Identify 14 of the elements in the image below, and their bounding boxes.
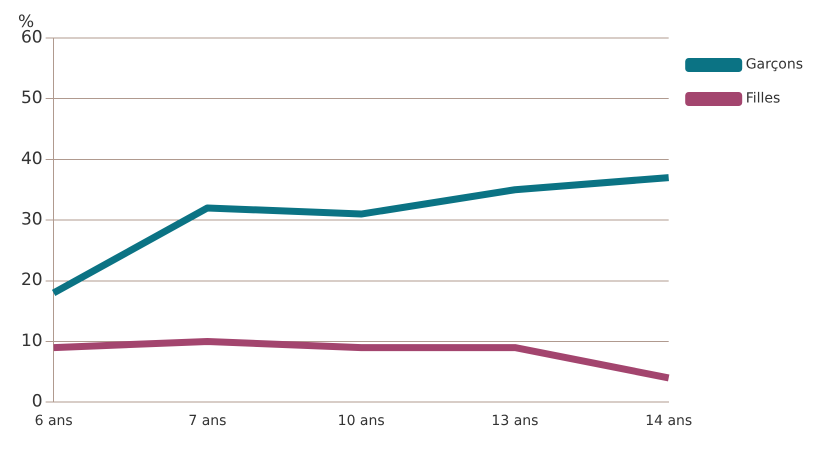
y-tick-label: 30	[20, 210, 43, 230]
y-tick-label: 10	[20, 330, 43, 351]
x-tick-label: 13 ans	[491, 413, 538, 430]
y-tick-label: 20	[20, 270, 43, 290]
legend-label: Filles	[746, 90, 780, 107]
y-tick-label: 60	[20, 27, 43, 48]
x-tick-label: 6 ans	[34, 413, 73, 430]
y-tick-label: 50	[20, 88, 43, 108]
x-tick-label: 10 ans	[338, 413, 385, 430]
x-tick-label: 14 ans	[645, 413, 692, 430]
y-tick-label: 0	[32, 392, 43, 412]
legend-label: Garçons	[746, 56, 804, 73]
x-tick-label: 7 ans	[188, 413, 226, 430]
y-tick-label: 40	[20, 148, 43, 169]
